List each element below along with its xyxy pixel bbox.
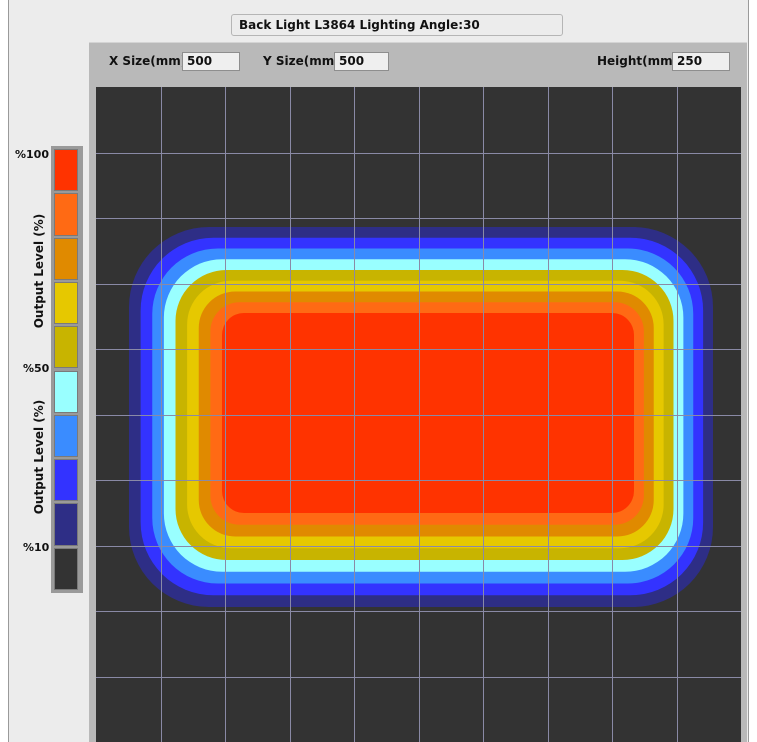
height-label: Height(mm) bbox=[597, 54, 678, 68]
light-distribution-plot bbox=[96, 87, 741, 742]
x-size-label: X Size(mm) bbox=[109, 54, 186, 68]
legend-swatch bbox=[54, 548, 78, 590]
y-size-label: Y Size(mm) bbox=[263, 54, 340, 68]
plot-frame bbox=[89, 85, 747, 742]
window-title: Back Light L3864 Lighting Angle:30 bbox=[231, 14, 563, 36]
legend-swatch bbox=[54, 459, 78, 501]
legend-axis-label-top: Output Level (%) bbox=[32, 211, 46, 331]
legend-tick-100: %100 bbox=[15, 148, 49, 161]
legend-axis-label-bottom: Output Level (%) bbox=[32, 397, 46, 517]
legend-swatch bbox=[54, 282, 78, 324]
height-input[interactable]: 250 bbox=[672, 52, 730, 71]
legend-tick-50: %50 bbox=[23, 362, 49, 375]
y-size-input[interactable]: 500 bbox=[334, 52, 389, 71]
color-legend bbox=[51, 146, 83, 593]
app-window: Back Light L3864 Lighting Angle:30 X Siz… bbox=[8, 0, 749, 742]
legend-swatch bbox=[54, 193, 78, 235]
legend-swatch bbox=[54, 371, 78, 413]
legend-swatch bbox=[54, 149, 78, 191]
legend-swatch bbox=[54, 503, 78, 545]
heatmap-canvas bbox=[96, 87, 741, 742]
dimension-toolbar: X Size(mm) 500 Y Size(mm) 500 Height(mm)… bbox=[89, 42, 747, 85]
x-size-input[interactable]: 500 bbox=[182, 52, 240, 71]
intensity-band bbox=[222, 313, 634, 513]
legend-swatch bbox=[54, 238, 78, 280]
legend-tick-10: %10 bbox=[23, 541, 49, 554]
legend-swatch bbox=[54, 326, 78, 368]
legend-swatch bbox=[54, 415, 78, 457]
